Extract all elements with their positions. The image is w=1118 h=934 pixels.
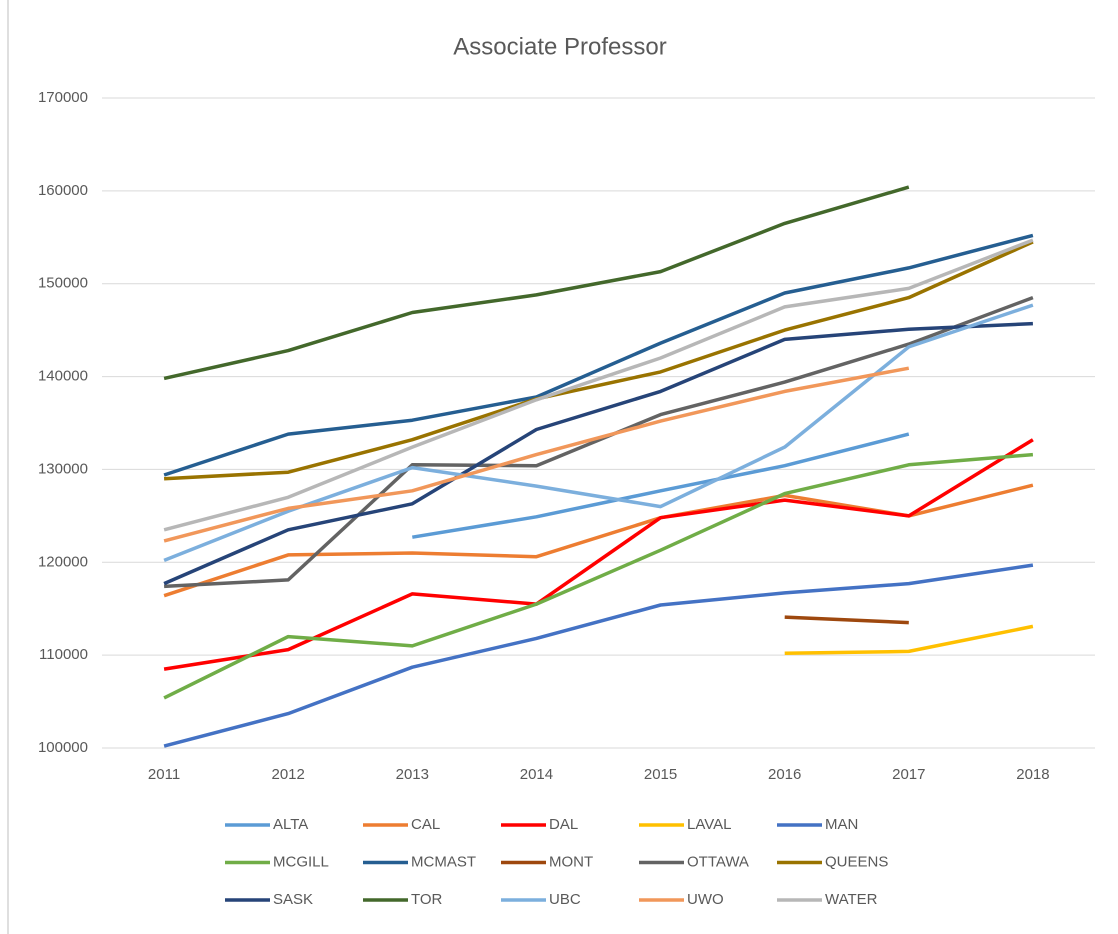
y-tick-label: 110000 <box>39 646 88 663</box>
series-line <box>164 240 1034 481</box>
legend-label: DAL <box>549 816 578 833</box>
legend-label: MCGILL <box>273 853 329 870</box>
x-tick-label: 2011 <box>148 766 180 783</box>
legend-label: ALTA <box>273 816 308 833</box>
legend-label: OTTAWA <box>687 853 749 870</box>
y-tick-label: 130000 <box>38 460 88 477</box>
series-line <box>164 295 1034 589</box>
series-line <box>412 432 910 539</box>
series-line <box>163 238 1034 532</box>
series-line <box>163 563 1034 748</box>
x-tick-label: 2018 <box>1016 766 1049 783</box>
legend-label: QUEENS <box>825 853 888 870</box>
x-tick-label: 2017 <box>892 766 925 783</box>
series-line <box>163 233 1034 477</box>
series-line <box>163 185 910 381</box>
series-line <box>163 366 910 543</box>
legend-label: UWO <box>687 891 724 908</box>
legend-label: TOR <box>411 891 443 908</box>
legend-label: SASK <box>273 891 313 908</box>
x-tick-label: 2016 <box>768 766 801 783</box>
y-tick-label: 150000 <box>38 275 88 292</box>
series-line <box>163 483 1034 598</box>
series-line <box>163 452 1034 700</box>
x-tick-label: 2014 <box>520 766 553 783</box>
series-line <box>784 615 909 625</box>
legend-label: LAVAL <box>687 816 731 833</box>
legend-label: MCMAST <box>411 853 476 870</box>
y-tick-label: 170000 <box>38 89 88 106</box>
y-tick-label: 120000 <box>38 553 88 570</box>
x-tick-label: 2013 <box>396 766 429 783</box>
x-tick-label: 2012 <box>272 766 305 783</box>
legend-label: MAN <box>825 816 858 833</box>
y-tick-label: 160000 <box>38 182 88 199</box>
legend-label: CAL <box>411 816 440 833</box>
legend-label: MONT <box>549 853 593 870</box>
series-line <box>784 624 1034 656</box>
legend-label: UBC <box>549 891 581 908</box>
x-tick-label: 2015 <box>644 766 677 783</box>
y-tick-label: 100000 <box>38 739 88 756</box>
series-line <box>163 438 1034 671</box>
y-tick-label: 140000 <box>38 368 88 385</box>
series-line <box>163 321 1033 586</box>
chart-title: Associate Professor <box>453 33 666 60</box>
legend-label: WATER <box>825 891 878 908</box>
